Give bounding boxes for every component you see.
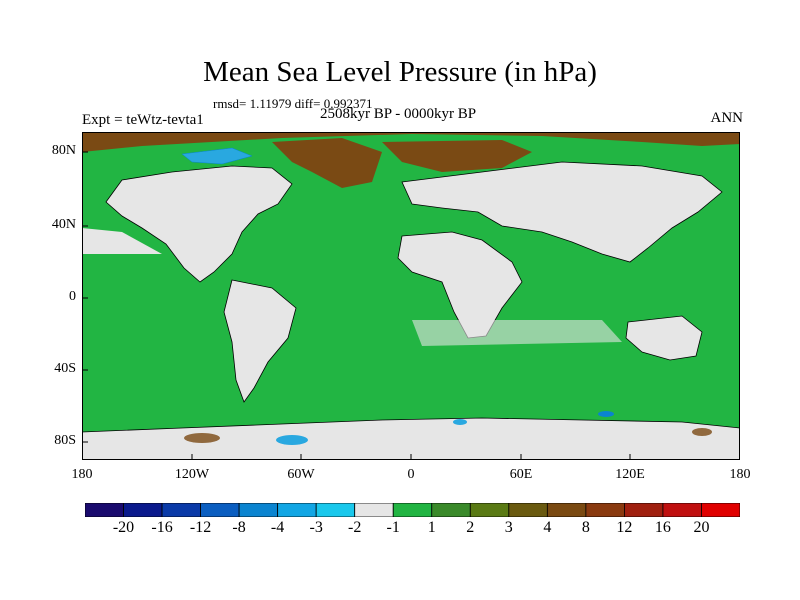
colorbar-label: -1 — [386, 519, 400, 536]
lat-label-40s: 40S — [54, 361, 76, 376]
indian-ocean-band — [412, 320, 622, 346]
colorbar-label: 2 — [466, 519, 475, 536]
colorbar-swatch — [200, 503, 240, 517]
colorbar-label: -20 — [112, 519, 135, 536]
colorbar-swatch — [277, 503, 317, 517]
period-label: 2508kyr BP - 0000kyr BP — [320, 106, 477, 122]
colorbar-label: -16 — [151, 519, 173, 536]
south-america — [223, 279, 297, 403]
lon-label-0: 0 — [407, 467, 415, 482]
colorbar-label: 20 — [693, 519, 710, 536]
colorbar-swatch — [662, 503, 702, 517]
antarctica — [82, 417, 740, 460]
colorbar-swatch — [354, 503, 394, 517]
lat-label-40n: 40N — [51, 217, 76, 232]
colorbar-label: 8 — [581, 519, 590, 536]
colorbar-label: 4 — [543, 519, 552, 536]
land-masses — [82, 161, 740, 460]
lon-label-60w: 60W — [287, 467, 315, 482]
antarctic-negative-anomaly-2 — [453, 419, 467, 425]
experiment-label: Expt = teWtz-tevta1 — [82, 112, 204, 128]
map-title: Mean Sea Level Pressure (in hPa) — [203, 56, 597, 88]
colorbar-swatch — [161, 503, 201, 517]
colorbar-swatch — [315, 503, 356, 517]
lat-label-0: 0 — [69, 289, 76, 304]
lon-label-180e: 180 — [729, 467, 751, 482]
colorbar-label: -4 — [270, 519, 285, 536]
colorbar-label: -2 — [348, 519, 362, 536]
colorbar-swatch — [392, 503, 433, 517]
antarctic-negative-anomaly-3 — [598, 411, 614, 417]
colorbar-label: 3 — [504, 519, 513, 536]
colorbar-swatch — [123, 503, 163, 517]
lat-label-80n: 80N — [51, 143, 76, 158]
world-map — [82, 132, 740, 460]
stats-text: rmsd= 1.11979 diff= 0.992371 — [213, 96, 373, 111]
colorbar-swatch — [624, 503, 664, 517]
colorbar-swatch — [585, 503, 625, 517]
arctic-negative-anomaly — [181, 147, 253, 165]
antarctic-positive-anomaly-2 — [692, 428, 712, 436]
colorbar-label: -12 — [189, 519, 212, 536]
colorbar-label: 16 — [654, 519, 671, 536]
colorbar-label: 12 — [616, 519, 633, 536]
colorbar-swatch — [701, 503, 740, 517]
colorbar-label: -3 — [309, 519, 323, 536]
antarctic-negative-anomaly — [276, 435, 308, 445]
lat-label-80s: 80S — [54, 433, 76, 448]
arctic-positive-anomaly — [82, 132, 740, 152]
colorbar-swatch — [85, 503, 124, 517]
lon-label-120e: 120E — [615, 467, 645, 482]
lon-label-180w: 180 — [71, 467, 93, 482]
north-america — [105, 165, 293, 283]
colorbar-label: -8 — [232, 519, 246, 536]
australia — [625, 315, 703, 361]
tick-marks — [82, 151, 631, 460]
north-pacific-band — [82, 228, 162, 254]
colorbar-swatch — [508, 503, 548, 517]
season-label: ANN — [710, 110, 744, 126]
greenland-anomaly-east — [382, 140, 532, 172]
colorbar — [85, 503, 740, 517]
eurasia — [401, 161, 723, 263]
colorbar-swatch — [238, 503, 279, 517]
colorbar-swatch — [431, 503, 471, 517]
colorbar-swatch — [469, 503, 510, 517]
lon-label-120w: 120W — [174, 467, 210, 482]
lon-label-60e: 60E — [509, 467, 533, 482]
greenland-anomaly — [272, 138, 382, 188]
colorbar-swatch — [546, 503, 587, 517]
antarctic-positive-anomaly — [184, 433, 220, 443]
colorbar-label: 1 — [427, 519, 436, 536]
